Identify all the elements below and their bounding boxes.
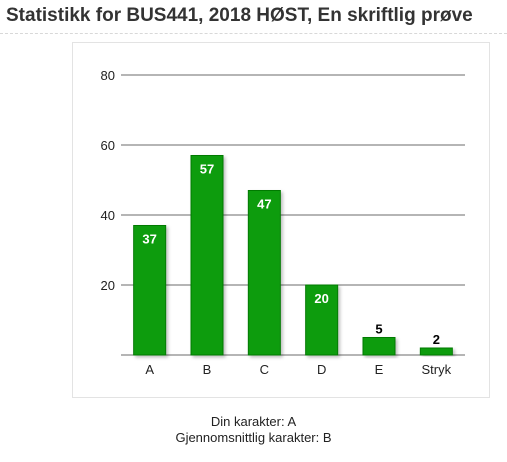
x-tick-label: B: [203, 362, 212, 377]
title-divider: [0, 33, 507, 34]
bar-value-label: 37: [142, 232, 156, 247]
y-tick-label: 40: [101, 208, 115, 223]
y-tick-label: 60: [101, 138, 115, 153]
y-tick-label: 80: [101, 68, 115, 83]
page-title: Statistikk for BUS441, 2018 HØST, En skr…: [6, 5, 473, 26]
bar-value-label: 5: [375, 322, 382, 337]
own-grade-text: Din karakter: A: [210, 414, 297, 429]
bar-value-label: 20: [314, 291, 328, 306]
x-tick-label: D: [317, 362, 326, 377]
bar-value-label: 2: [433, 332, 440, 347]
x-tick-label: A: [145, 362, 154, 377]
x-tick-label: C: [260, 362, 269, 377]
y-tick-label: 20: [101, 278, 115, 293]
average-grade-text: Gjennomsnittlig karakter: B: [175, 430, 332, 445]
x-tick-label: E: [375, 362, 384, 377]
bar-a: [133, 225, 167, 356]
bar-stryk: [419, 347, 453, 356]
chart-frame: 20 40 60 80 37 A 57 B 47 C 20 D 5 E 2 Stryk: [72, 42, 490, 398]
bar-e: [362, 337, 396, 356]
bar-d: [305, 284, 339, 356]
bar-b: [190, 155, 224, 356]
bar-c: [247, 190, 281, 356]
x-tick-label: Stryk: [422, 362, 452, 377]
bar-value-label: 57: [200, 162, 214, 177]
grade-distribution-chart: 20 40 60 80 37 A 57 B 47 C 20 D 5 E 2 Stryk: [101, 68, 465, 377]
bar-value-label: 47: [257, 197, 271, 212]
